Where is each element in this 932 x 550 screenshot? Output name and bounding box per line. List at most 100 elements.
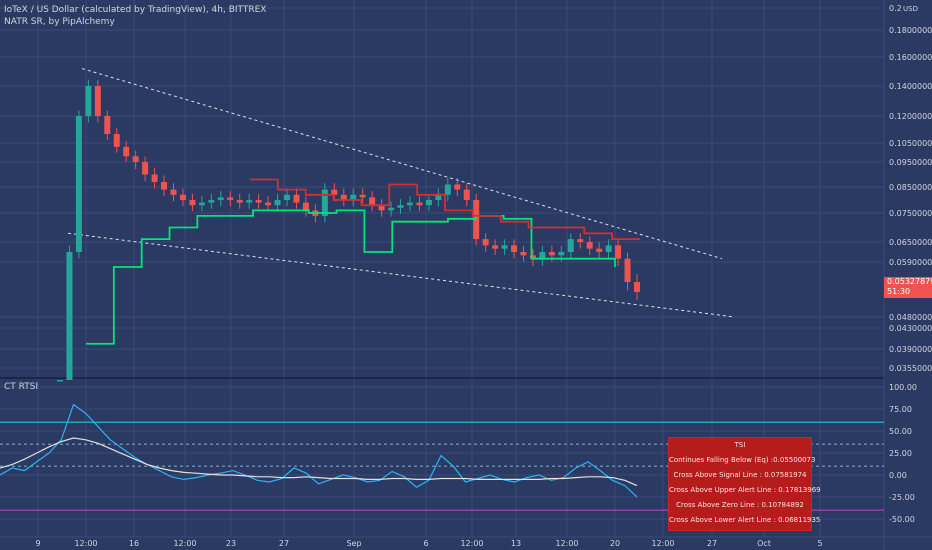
last-price-badge: 0.05327879 51:30 [884,277,932,298]
signal-line [0,437,638,487]
candle-body [170,189,177,195]
time-tick-label: 6 [423,539,428,548]
candle-body [217,197,224,200]
candle-body [416,202,423,206]
oscillator-tick-label: 75.00 [889,405,912,414]
candle-body [151,174,158,182]
candle-body [198,202,205,206]
upper-trendline [81,68,723,260]
indicator-title: NATR SR, by PipAlchemy [4,17,115,27]
candle-body [378,205,385,211]
candle-body [605,245,612,252]
candle-body [359,194,366,198]
candle-body [463,189,470,200]
candle-body [94,86,101,116]
oscillator-tick-label: -25.00 [889,493,915,502]
rtsi-oscillator [0,403,884,511]
candle-body [548,252,555,256]
candle-body [321,189,328,216]
support-resistance-lines [86,178,640,345]
candle-body [132,156,139,162]
oscillator-tick-label: 0.00 [889,471,907,480]
time-tick-label: 12:00 [74,539,97,548]
time-tick-label: 12:00 [460,539,483,548]
resistance-line [250,178,640,240]
candle-body [179,194,186,200]
candle-body [302,202,309,211]
candle-body [189,200,196,206]
tsi-alert-table: TSI Continues Falling Below (Eq) :0.0550… [668,437,821,531]
candle-body [501,245,508,249]
candle-body [350,194,357,200]
candle-body [57,380,63,382]
candle-body [331,189,338,195]
candle-body [274,200,281,206]
last-price-value: 0.05327879 [887,277,932,286]
tsi-table-row: Cross Above Signal Line : 0.07581974 [673,471,807,479]
tsi-table-row: Cross Above Lower Alert Line : 0.0681193… [669,516,821,524]
candle-body [227,197,234,200]
candle-body [577,239,584,242]
candle-body [246,200,253,203]
symbol-title: IoTeX / US Dollar (calculated by Trading… [4,5,267,15]
candle-body [520,252,527,256]
time-tick-label: 20 [610,539,620,548]
time-tick-label: 27 [707,539,717,548]
tsi-table-title: TSI [734,441,746,449]
time-tick-label: 27 [279,539,289,548]
candle-body [66,252,73,380]
tsi-table-row: Cross Above Zero Line : 0.10784892 [676,501,804,509]
oscillator-tick-label: 50.00 [889,427,912,436]
candle-body [208,200,215,203]
candle-body [104,116,111,134]
candle-body [236,200,243,203]
candle-body [85,86,92,116]
lower-trendline [67,232,736,318]
price-tick-label: 0.03550000 [889,364,932,373]
oscillator-tick-label: 25.00 [889,449,912,458]
candle-body [539,252,546,259]
support-line [86,209,616,345]
time-tick-label: 23 [226,539,236,548]
candle-body [615,245,622,259]
candle-body [161,182,168,190]
candle-body [113,134,120,147]
candle-body [388,207,395,211]
candle-body [482,239,489,246]
time-axis[interactable]: 9 12:00 16 12:00 23 27 Sep 6 12:00 13 12:00 20 12:00… [35,539,822,548]
candle-body [511,245,518,252]
tsi-line [0,403,638,498]
candle-body [75,116,82,252]
time-tick-label: Oct [757,539,771,548]
candle-body [397,205,404,208]
oscillator-tick-label: 100.00 [889,383,917,392]
oscillator-title: CT RTSI [4,382,39,392]
oscillator-tick-label: -50.00 [889,515,915,524]
candle-body [340,194,347,200]
candle-body [558,252,565,256]
candle-body [444,184,451,195]
tsi-table-row: Continues Falling Below (Eq) :0.05500073 [669,456,816,464]
candle-body [624,258,631,282]
candle-body [529,255,536,259]
currency-label: USD [903,5,918,13]
candle-body [492,245,499,249]
time-tick-label: 9 [35,539,40,548]
time-tick-label: 16 [129,539,139,548]
candle-body [265,202,272,206]
candle-body [634,282,640,292]
candle-body [142,162,149,175]
candle-body [255,200,262,203]
